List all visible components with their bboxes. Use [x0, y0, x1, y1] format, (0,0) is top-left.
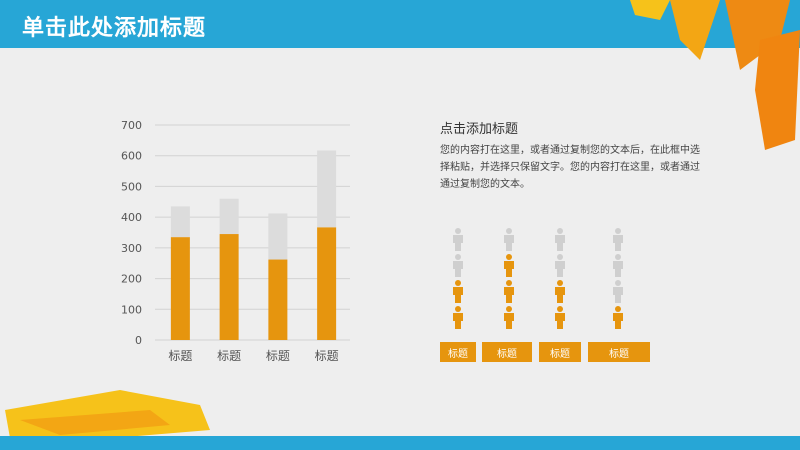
- bar-segment-secondary: [317, 150, 337, 228]
- y-tick-label: 100: [121, 303, 142, 316]
- person-icon-empty: [555, 228, 565, 251]
- x-tick-label: 标题: [217, 349, 241, 363]
- bar-segment-primary: [268, 259, 288, 340]
- person-icon-empty: [613, 254, 623, 277]
- y-tick-label: 400: [121, 211, 142, 224]
- person-icon-filled: [555, 280, 565, 303]
- person-icon-filled: [504, 254, 514, 277]
- header-band: [0, 0, 800, 48]
- orange-paint-decoration: [630, 0, 800, 150]
- person-icon-empty: [613, 280, 623, 303]
- y-tick-label: 500: [121, 180, 142, 193]
- panel-description: 您的内容打在这里，或者通过复制您的文本后，在此框中选择粘贴，并选择只保留文字。您…: [440, 145, 700, 190]
- y-tick-label: 300: [121, 242, 142, 255]
- person-icon-empty: [453, 228, 463, 251]
- person-icon-filled: [555, 306, 565, 329]
- person-icon-empty: [504, 228, 514, 251]
- people-pictograph: [453, 228, 623, 329]
- pictograph-label-button[interactable]: 标题: [482, 342, 532, 362]
- bar-segment-primary: [170, 237, 190, 340]
- yellow-paint-decoration: [5, 390, 210, 440]
- bar-segment-secondary: [170, 206, 190, 238]
- x-tick-label: 标题: [315, 349, 339, 363]
- y-tick-label: 0: [135, 334, 142, 347]
- person-icon-filled: [613, 306, 623, 329]
- pictograph-label-button[interactable]: 标题: [440, 342, 476, 362]
- stacked-bar-chart: 0 100 200 300 400 500 600 700 标题 标题 标题 标题: [121, 119, 350, 363]
- bar-segment-primary: [317, 227, 337, 340]
- y-tick-label: 600: [121, 150, 142, 163]
- person-icon-empty: [555, 254, 565, 277]
- page-title: 单击此处添加标题: [22, 16, 207, 41]
- bar-segment-primary: [219, 234, 239, 340]
- person-icon-filled: [504, 280, 514, 303]
- person-icon-filled: [453, 280, 463, 303]
- person-icon-empty: [453, 254, 463, 277]
- person-icon-empty: [613, 228, 623, 251]
- pictograph-label-button[interactable]: 标题: [588, 342, 650, 362]
- panel-title: 点击添加标题: [440, 122, 519, 137]
- x-tick-label: 标题: [168, 349, 192, 363]
- person-icon-filled: [453, 306, 463, 329]
- bar-segment-secondary: [268, 213, 288, 260]
- bottom-band: [0, 436, 800, 450]
- pictograph-label-button[interactable]: 标题: [539, 342, 581, 362]
- person-icon-filled: [504, 306, 514, 329]
- bar-segment-secondary: [219, 198, 239, 235]
- y-tick-label: 700: [121, 119, 142, 132]
- x-tick-label: 标题: [266, 349, 290, 363]
- y-tick-label: 200: [121, 273, 142, 286]
